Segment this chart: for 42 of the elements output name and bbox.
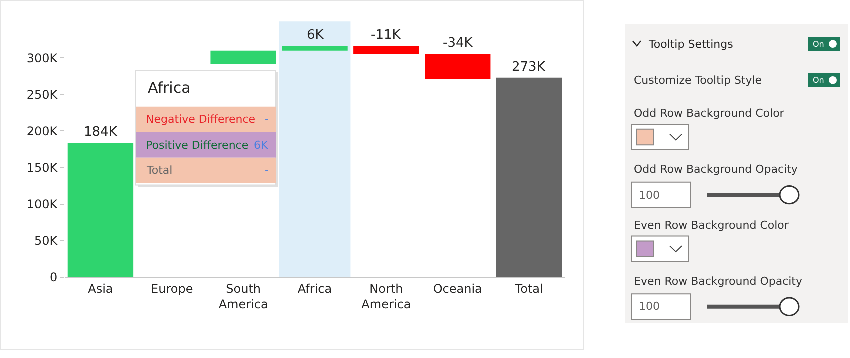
- bar: [210, 50, 276, 64]
- bar: [425, 54, 491, 80]
- y-tick-label: 50K: [34, 234, 59, 248]
- text: Even Row Background Color: [634, 219, 790, 232]
- annotation: -: [265, 113, 269, 126]
- text: Odd Row Background Color: [634, 107, 785, 120]
- annotation: Negative Difference: [146, 113, 256, 126]
- y-tick-label: 100K: [26, 198, 59, 212]
- bar: [68, 142, 134, 278]
- text: 100: [639, 189, 660, 202]
- data-label: 184K: [84, 125, 118, 140]
- bar: [354, 46, 420, 54]
- x-tick-label: Total: [514, 282, 544, 296]
- annotation: Total: [146, 164, 173, 177]
- y-tick-label: 300K: [26, 51, 59, 66]
- x-tick-label: Europe: [151, 282, 194, 296]
- y-tick-label: 150K: [26, 161, 59, 175]
- bar: [282, 46, 348, 51]
- text: Tooltip Settings: [648, 38, 734, 51]
- x-tick-label: Asia: [88, 282, 114, 296]
- text: Odd Row Background Opacity: [634, 163, 798, 176]
- y-tick-label: 200K: [26, 124, 59, 138]
- text: 100: [639, 300, 660, 313]
- annotation: -: [265, 164, 269, 177]
- text: Customize Tooltip Style: [634, 74, 762, 87]
- text: Even Row Background Opacity: [634, 275, 803, 288]
- data-label: -34K: [443, 36, 474, 51]
- annotation: Positive Difference: [146, 139, 249, 152]
- data-label: 273K: [512, 60, 546, 75]
- x-tick-label: Oceania: [433, 282, 482, 296]
- x-tick-label: South America: [218, 282, 268, 312]
- y-tick-label: 250K: [26, 88, 59, 102]
- bar: [496, 78, 562, 278]
- data-label: 6K: [307, 28, 324, 43]
- annotation: 6K: [254, 139, 269, 152]
- x-tick-label: North America: [362, 282, 412, 312]
- x-tick-label: Africa: [298, 282, 332, 296]
- text: On: [813, 40, 824, 49]
- y-tick-label: 0: [50, 270, 58, 285]
- text: On: [813, 76, 824, 85]
- text: Africa: [148, 79, 191, 97]
- data-label: -11K: [371, 28, 402, 43]
